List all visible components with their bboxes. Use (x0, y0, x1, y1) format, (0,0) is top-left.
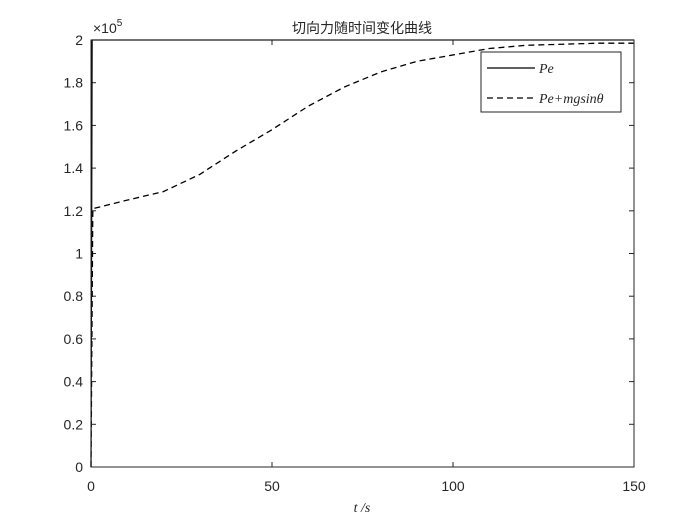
legend-box (480, 51, 622, 113)
legend-label: Pe+mgsinθ (538, 92, 604, 107)
legend-label: Pe (538, 62, 554, 77)
y-tick-label: 1 (75, 246, 83, 262)
exponent-power: 5 (117, 18, 123, 29)
x-tick-label: 150 (622, 478, 646, 494)
x-axis-label: t /s (354, 501, 371, 516)
y-tick-label: 1.8 (64, 75, 84, 91)
x-tick-label: 100 (441, 478, 465, 494)
y-tick-label: 1.6 (64, 117, 84, 133)
y-tick-label: 1.4 (64, 160, 84, 176)
y-tick-label: 0.6 (64, 331, 84, 347)
y-tick-label: 0.4 (64, 374, 84, 390)
chart-title: 切向力随时间变化曲线 (292, 20, 432, 36)
x-tick-label: 50 (264, 478, 280, 494)
y-tick-label: 0.8 (64, 288, 84, 304)
x-tick-label: 0 (87, 478, 95, 494)
plot-frame (90, 39, 635, 468)
line (90, 42, 634, 468)
y-tick-label: 0 (75, 459, 83, 475)
exponent-base: ×10 (93, 20, 117, 36)
y-tick-label: 2 (75, 32, 83, 48)
y-tick-label: 0.2 (64, 416, 84, 432)
y-tick-label: 1.2 (64, 203, 84, 219)
y-exponent: ×105 (93, 18, 123, 36)
